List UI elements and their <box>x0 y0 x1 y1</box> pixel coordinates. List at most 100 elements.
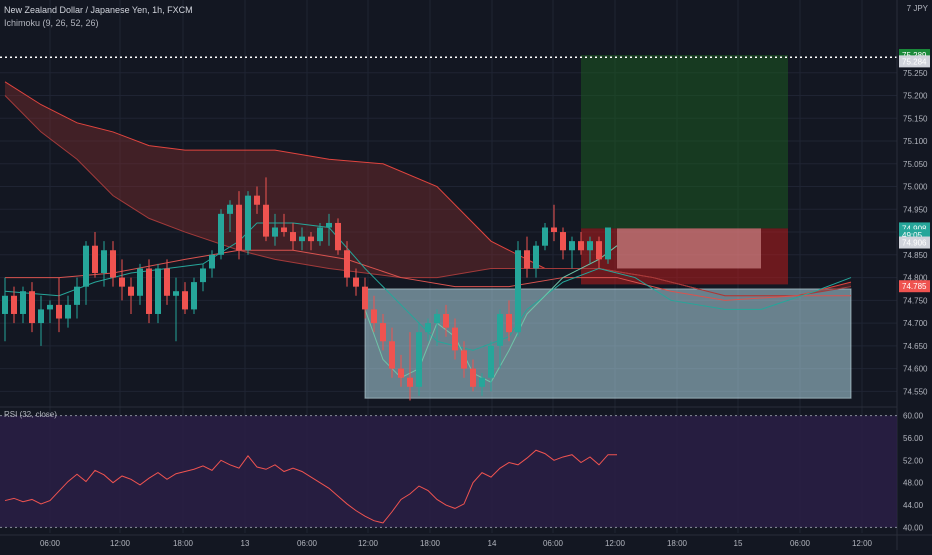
price-tick-label: 75.250 <box>903 69 928 78</box>
ichimoku-legend[interactable]: Ichimoku (9, 26, 52, 26) <box>4 18 99 28</box>
price-tick-label: 74.550 <box>903 387 928 396</box>
candle-body <box>101 250 107 274</box>
candle-body <box>515 250 521 333</box>
candle-body <box>173 291 179 296</box>
price-tick-label: 74.650 <box>903 342 928 351</box>
time-tick-label: 12:00 <box>358 539 379 548</box>
time-tick-label: 12:00 <box>110 539 131 548</box>
rsi-legend[interactable]: RSI (32, close) <box>4 410 57 419</box>
candle-body <box>146 268 152 314</box>
candle-body <box>47 304 53 310</box>
price-tick-label: 75.150 <box>903 114 928 123</box>
time-tick-label: 14 <box>488 539 497 548</box>
candle-body <box>371 309 377 324</box>
time-tick-label: 18:00 <box>420 539 441 548</box>
time-tick-label: 06:00 <box>40 539 61 548</box>
symbol-legend[interactable]: New Zealand Dollar / Japanese Yen, 1h, F… <box>4 5 193 15</box>
candle-body <box>569 241 575 251</box>
candle-body <box>20 291 26 314</box>
rsi-tick-label: 48.00 <box>903 479 924 488</box>
currency-label: 7 JPY <box>906 4 928 13</box>
candle-body <box>155 268 161 314</box>
candle-body <box>191 282 197 310</box>
price-tick-label: 75.000 <box>903 183 928 192</box>
candle-body <box>38 309 44 324</box>
candle-body <box>326 222 332 228</box>
time-tick-label: 06:00 <box>790 539 811 548</box>
candle-body <box>308 236 314 242</box>
candle-body <box>470 368 476 387</box>
candle-body <box>596 241 602 260</box>
time-tick-label: 18:00 <box>667 539 688 548</box>
price-badge-label: 74.908 <box>902 224 927 233</box>
candle-body <box>542 227 548 246</box>
time-tick-label: 06:00 <box>543 539 564 548</box>
rsi-tick-label: 60.00 <box>903 412 924 421</box>
candle-body <box>209 254 215 269</box>
price-tick-label: 75.050 <box>903 160 928 169</box>
candle-body <box>245 195 251 251</box>
rsi-tick-label: 40.00 <box>903 523 924 532</box>
candle-body <box>551 227 557 233</box>
candle-body <box>110 250 116 278</box>
candle-body <box>497 313 503 346</box>
candle-body <box>182 291 188 310</box>
demand-zone <box>364 288 852 399</box>
price-badge-label: 75.284 <box>902 57 927 66</box>
candle-body <box>200 268 206 283</box>
candle-body <box>218 213 224 255</box>
time-tick-label: 13 <box>241 539 250 548</box>
candle-body <box>587 241 593 251</box>
candle-body <box>2 295 8 314</box>
price-tick-label: 75.100 <box>903 137 928 146</box>
candle-body <box>434 313 440 324</box>
price-tick-label: 74.950 <box>903 205 928 214</box>
time-tick-label: 12:00 <box>605 539 626 548</box>
target-zone <box>581 55 788 229</box>
price-badge-label: 49:05 <box>902 231 923 240</box>
candle-body <box>137 268 143 296</box>
time-tick-label: 15 <box>734 539 743 548</box>
candle-body <box>479 377 485 387</box>
price-tick-label: 74.800 <box>903 274 928 283</box>
candle-body <box>290 232 296 242</box>
candle-body <box>299 236 305 242</box>
position-fill <box>617 228 761 269</box>
price-badge <box>899 55 930 68</box>
rsi-tick-label: 44.00 <box>903 501 924 510</box>
candle-body <box>461 350 467 369</box>
candle-body <box>281 227 287 233</box>
price-badge-label: 74.785 <box>902 282 927 291</box>
price-tick-label: 74.850 <box>903 251 928 260</box>
candle-body <box>227 204 233 214</box>
price-tick-label: 75.200 <box>903 92 928 101</box>
candle-body <box>83 245 89 287</box>
candle-body <box>65 304 71 319</box>
candle-body <box>380 323 386 342</box>
candle-body <box>317 227 323 242</box>
price-tick-label: 74.700 <box>903 319 928 328</box>
candle-body <box>605 227 611 260</box>
time-tick-label: 06:00 <box>297 539 318 548</box>
candle-body <box>362 286 368 310</box>
candle-body <box>335 222 341 251</box>
price-badge <box>899 236 930 249</box>
candle-body <box>578 241 584 251</box>
time-tick-label: 18:00 <box>173 539 194 548</box>
candle-body <box>119 277 125 287</box>
candle-body <box>407 377 413 387</box>
candle-body <box>416 332 422 387</box>
candle-body <box>488 345 494 378</box>
candle-body <box>164 268 170 296</box>
candle-body <box>398 368 404 378</box>
candle-body <box>272 227 278 237</box>
price-tick-label: 74.600 <box>903 365 928 374</box>
cloud-lower-line <box>4 95 852 297</box>
price-badge <box>899 280 930 293</box>
rsi-tick-label: 52.00 <box>903 456 924 465</box>
candle-body <box>452 327 458 351</box>
price-badge-label: 74.906 <box>902 239 927 248</box>
candle-body <box>29 291 35 324</box>
